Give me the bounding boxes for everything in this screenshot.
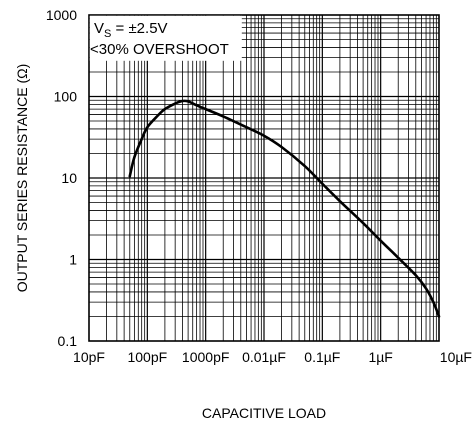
- x-axis-title: CAPACITIVE LOAD: [202, 405, 326, 421]
- annotation-supply: VS = ±2.5V: [94, 20, 168, 40]
- x-tick-label: 10µF: [440, 349, 472, 365]
- condition-annotation: VS = ±2.5V <30% OVERSHOOT: [89, 15, 242, 61]
- y-tick-label: 0.1: [58, 333, 78, 349]
- annotation-supply-rest: = ±2.5V: [111, 20, 167, 37]
- curve-layer: [128, 99, 441, 318]
- annotation-supply-main: V: [94, 20, 104, 37]
- x-tick-label: 0.01µF: [242, 349, 286, 365]
- series-line-0: [128, 99, 441, 318]
- annotation-supply-sub: S: [104, 28, 111, 40]
- grid: [89, 15, 439, 341]
- y-tick-labels: 0.1 1 10 100 1000: [46, 7, 77, 349]
- y-axis-title: OUTPUT SERIES RESISTANCE (Ω): [14, 64, 30, 293]
- x-tick-label: 10pF: [73, 349, 105, 365]
- x-tick-label: 0.1µF: [304, 349, 340, 365]
- x-tick-labels: 10pF 100pF 1000pF 0.01µF 0.1µF 1µF 10µF: [73, 349, 472, 365]
- y-tick-label: 1: [69, 252, 77, 268]
- x-tick-label: 1µF: [368, 349, 392, 365]
- y-tick-label: 100: [54, 89, 78, 105]
- x-tick-label: 1000pF: [182, 349, 229, 365]
- plot-frame: [88, 14, 440, 342]
- x-tick-label: 100pF: [127, 349, 167, 365]
- y-tick-label: 1000: [46, 7, 77, 23]
- annotation-overshoot: <30% OVERSHOOT: [90, 41, 229, 58]
- y-tick-label: 10: [61, 170, 77, 186]
- annotation-box: [89, 15, 242, 61]
